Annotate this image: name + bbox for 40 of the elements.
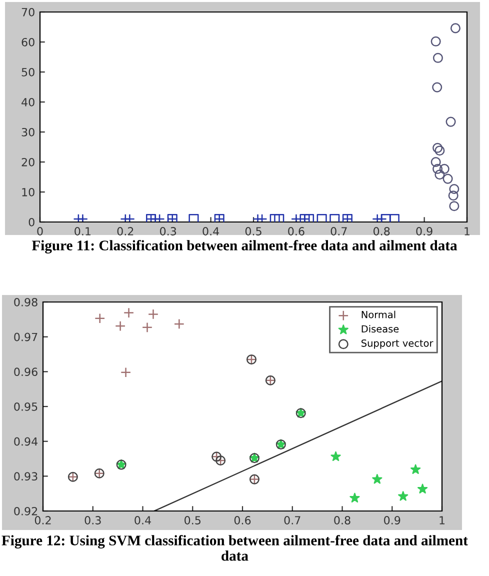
- x-tick-label: 0.8: [374, 227, 390, 236]
- caption: Figure 12: Using SVM classification between ailment-free data and ailment data: [2, 535, 468, 561]
- y-tick-label: 30: [22, 128, 34, 136]
- x-tick-label: 0.4: [134, 516, 151, 524]
- y-tick-label: 0: [28, 218, 34, 226]
- x-tick-label: 0.7: [330, 227, 347, 236]
- y-tick-label: 0.98: [14, 298, 38, 306]
- x-tick-label: 0.3: [160, 227, 176, 236]
- x-tick-label: 0.6: [234, 516, 251, 524]
- y-tick-label: 20: [22, 158, 34, 166]
- x-tick-label: 1: [464, 227, 470, 236]
- y-tick-label: 0.97: [14, 332, 38, 342]
- y-tick-label: 0.94: [14, 437, 38, 446]
- y-tick-label: 0.96: [14, 368, 38, 376]
- x-tick-label: 0.7: [284, 516, 300, 524]
- x-tick-label: 0.5: [184, 516, 200, 524]
- y-tick-label: 0.92: [14, 506, 38, 516]
- y-tick-label: 0.95: [14, 402, 38, 411]
- x-tick-label: 0.2: [117, 227, 134, 236]
- legend-label: Disease: [362, 325, 399, 333]
- legend-label: Support vector: [362, 339, 434, 349]
- y-tick-label: 50: [22, 68, 34, 76]
- x-tick-label: 0.3: [84, 516, 101, 524]
- x-tick-label: 0.8: [334, 516, 350, 524]
- x-tick-label: 0: [37, 227, 43, 236]
- y-tick-label: 60: [22, 38, 34, 46]
- x-tick-label: 0.9: [416, 227, 432, 236]
- x-tick-label: 0.1: [74, 227, 91, 236]
- legend-label: Normal: [362, 310, 396, 318]
- x-tick-label: 0.2: [34, 516, 51, 524]
- x-tick-label: 0.9: [384, 516, 400, 524]
- y-tick-label: 40: [22, 98, 34, 106]
- y-tick-label: 10: [22, 188, 34, 196]
- caption: Figure 11: Classification between ailment-free data and ailment data: [32, 240, 458, 254]
- y-tick-label: 0.93: [14, 472, 38, 481]
- x-tick-label: 0.5: [245, 227, 262, 236]
- y-tick-label: 70: [22, 8, 34, 16]
- x-tick-label: 0.6: [288, 227, 304, 236]
- x-tick-label: 0.4: [202, 227, 220, 236]
- x-tick-label: 1: [440, 516, 445, 524]
